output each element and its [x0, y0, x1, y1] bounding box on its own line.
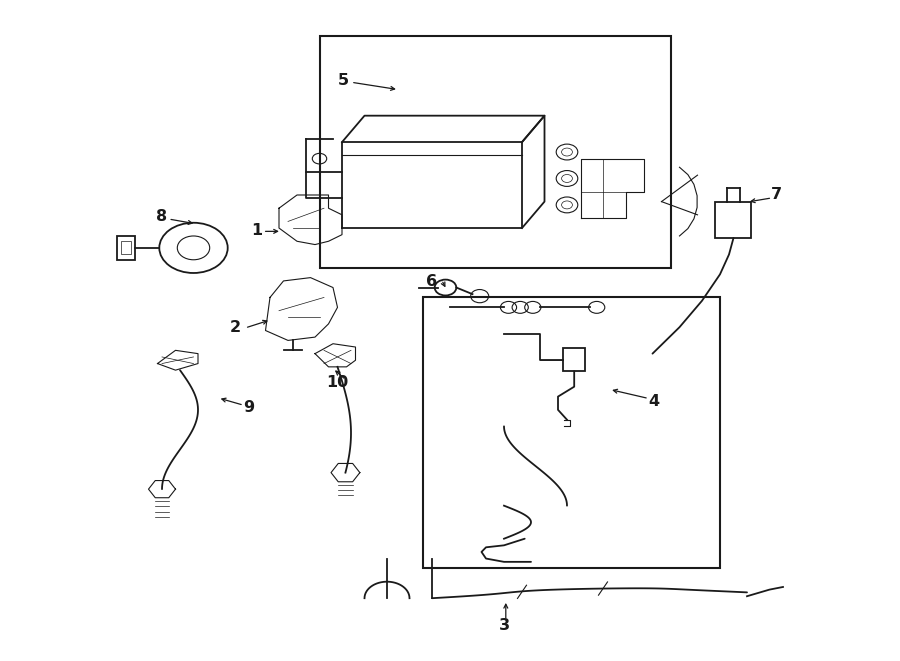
- Bar: [121, 241, 131, 254]
- Bar: [423, 297, 720, 568]
- Bar: [562, 348, 585, 371]
- Bar: [320, 36, 670, 268]
- Text: 2: 2: [230, 321, 241, 335]
- Text: 7: 7: [771, 187, 782, 202]
- Bar: [117, 236, 135, 260]
- Text: 1: 1: [251, 223, 262, 237]
- Text: 8: 8: [157, 209, 167, 223]
- Text: 4: 4: [648, 394, 659, 408]
- Text: 10: 10: [327, 375, 348, 389]
- Text: 6: 6: [426, 274, 436, 289]
- Bar: [716, 202, 751, 238]
- Text: 9: 9: [243, 401, 254, 415]
- Text: 5: 5: [338, 73, 348, 88]
- Text: 3: 3: [499, 619, 509, 633]
